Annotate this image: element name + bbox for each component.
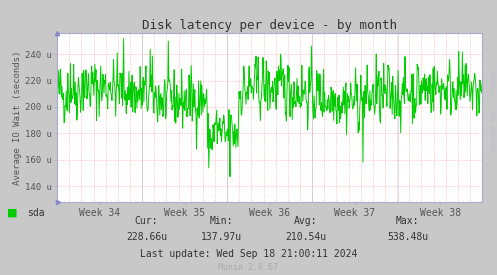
Text: Min:: Min: — [209, 216, 233, 226]
Text: sda: sda — [27, 208, 45, 218]
Y-axis label: Average IO Wait (seconds): Average IO Wait (seconds) — [13, 50, 22, 185]
Text: Max:: Max: — [396, 216, 419, 226]
Text: Last update: Wed Sep 18 21:00:11 2024: Last update: Wed Sep 18 21:00:11 2024 — [140, 249, 357, 259]
Text: 210.54u: 210.54u — [285, 232, 326, 242]
Text: RRDTOOL / TOBI OETIKER: RRDTOOL / TOBI OETIKER — [490, 69, 495, 151]
Text: Cur:: Cur: — [135, 216, 159, 226]
Text: 538.48u: 538.48u — [387, 232, 428, 242]
Text: Munin 2.0.67: Munin 2.0.67 — [219, 263, 278, 272]
Title: Disk latency per device - by month: Disk latency per device - by month — [142, 19, 397, 32]
Text: 137.97u: 137.97u — [201, 232, 242, 242]
Text: ■: ■ — [7, 208, 18, 218]
Text: 228.66u: 228.66u — [126, 232, 167, 242]
Text: Avg:: Avg: — [294, 216, 318, 226]
